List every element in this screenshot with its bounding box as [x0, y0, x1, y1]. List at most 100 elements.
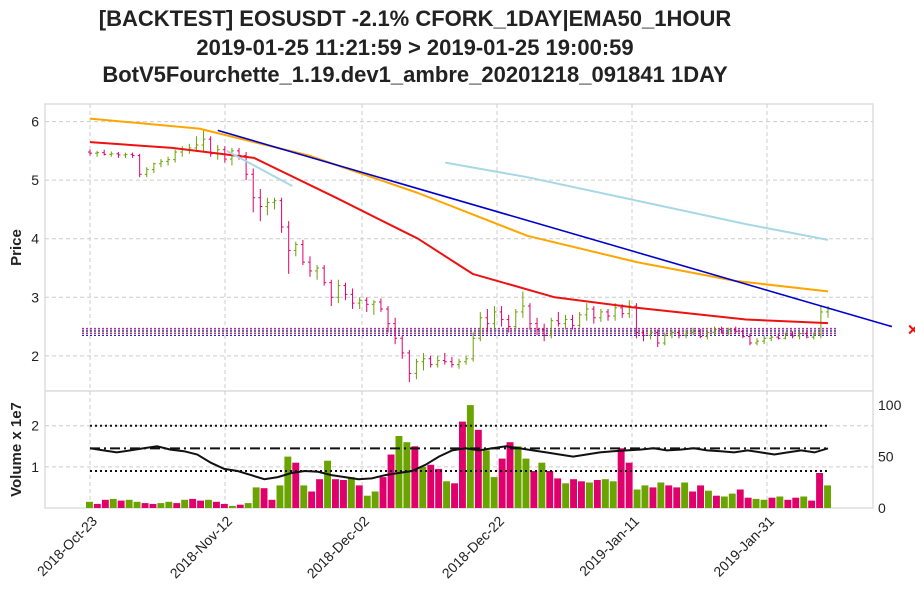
- volume-bar: [141, 503, 149, 508]
- x-tick-label: 2019-Jan-31: [710, 513, 777, 580]
- volume-bar: [689, 491, 696, 508]
- volume-bar: [86, 501, 93, 508]
- volume-bar: [800, 496, 808, 508]
- x-tick-label: 2019-Jan-11: [576, 513, 642, 579]
- volume-bar: [681, 482, 689, 508]
- volume-bar: [276, 485, 284, 508]
- volume-bar: [625, 462, 633, 508]
- volume-bar: [451, 483, 458, 508]
- volume-bar: [340, 480, 347, 508]
- chart-title-line-2: 2019-01-25 11:21:59 > 2019-01-25 19:00:5…: [196, 35, 634, 60]
- volume-bar: [284, 456, 292, 508]
- volume-y-tick-label: 1: [31, 459, 39, 475]
- volume-bar: [252, 487, 260, 508]
- volume-bar: [728, 493, 736, 508]
- volume-bar: [387, 454, 395, 508]
- volume-bar: [268, 499, 276, 508]
- volume-right-tick-label: 50: [878, 449, 894, 465]
- volume-bar: [466, 405, 474, 508]
- price-y-tick-label: 6: [31, 114, 39, 130]
- volume-bar: [228, 505, 236, 508]
- price-y-tick-label: 4: [31, 231, 39, 247]
- volume-bar: [474, 429, 482, 508]
- price-y-axis-label: Price: [8, 229, 25, 266]
- volume-bar: [736, 489, 744, 508]
- x-axis: 2018-Oct-23 2018-Nov-12 2018-Dec-02 2018-De…: [34, 513, 777, 582]
- volume-bar: [649, 487, 657, 508]
- volume-bar: [236, 504, 244, 508]
- volume-bar: [324, 460, 331, 508]
- volume-bar: [355, 485, 363, 508]
- volume-bar: [292, 462, 300, 508]
- volume-bar: [220, 503, 228, 508]
- volume-bar: [300, 485, 308, 508]
- volume-panel: 1 2 Volume x 1e7 0 50 100: [8, 390, 902, 516]
- volume-bar: [260, 488, 268, 508]
- volume-bar: [363, 495, 371, 508]
- volume-bar: [332, 479, 339, 508]
- volume-bar: [181, 499, 189, 508]
- x-tick-label: 2018-Nov-12: [167, 513, 236, 582]
- ema-lightblue-right-line: [445, 161, 829, 241]
- volume-bar: [101, 499, 109, 508]
- volume-bar: [347, 477, 355, 508]
- volume-bar: [244, 503, 252, 508]
- volume-bar: [776, 496, 784, 508]
- volume-bar: [633, 489, 641, 508]
- volume-bar: [403, 442, 411, 508]
- volume-bar: [593, 480, 601, 508]
- volume-bar: [443, 481, 450, 509]
- volume-bar: [165, 501, 173, 508]
- volume-bar: [197, 500, 204, 508]
- ema-orange-line: [89, 117, 829, 293]
- x-tick-label: 2018-Oct-23: [34, 513, 100, 579]
- x-tick-label: 2018-Dec-02: [304, 513, 373, 582]
- volume-bar: [506, 442, 514, 508]
- volume-bar: [427, 464, 435, 508]
- volume-bar: [673, 487, 681, 508]
- volume-bar: [459, 421, 466, 508]
- volume-bar: [570, 479, 577, 508]
- ema-lightblue-left-line: [226, 150, 293, 187]
- volume-bar: [586, 482, 593, 508]
- volume-bar: [554, 478, 562, 508]
- volume-bar: [816, 473, 823, 508]
- volume-bar: [316, 479, 323, 508]
- volume-bar: [697, 485, 704, 508]
- ema-red-line: [89, 141, 829, 325]
- volume-bar: [125, 499, 133, 508]
- volume-bar: [482, 450, 490, 508]
- volume-bar: [514, 446, 522, 508]
- volume-bar: [720, 496, 728, 508]
- volume-bar: [808, 500, 816, 508]
- volume-moving-average-line: [89, 445, 829, 481]
- chart-title-line-3: BotV5Fourchette_1.19.dev1_ambre_20201218…: [102, 62, 728, 87]
- volume-bar: [601, 479, 609, 508]
- volume-right-tick-label: 0: [878, 500, 886, 516]
- volume-bar: [117, 500, 125, 508]
- trade-marker-stroke-b: [908, 326, 915, 335]
- trend-line: [217, 129, 893, 328]
- volume-bar: [419, 466, 427, 508]
- volume-bar: [189, 498, 197, 508]
- volume-bar: [109, 498, 117, 508]
- volume-bar: [173, 503, 181, 508]
- price-plot-area: [44, 103, 874, 392]
- volume-bar: [617, 448, 625, 508]
- volume-right-tick-label: 100: [878, 397, 902, 413]
- volume-bar: [713, 495, 720, 508]
- price-y-tick-label: 3: [31, 289, 39, 305]
- volume-bar: [498, 458, 506, 508]
- volume-bar: [562, 483, 570, 508]
- volume-bar: [149, 503, 157, 508]
- volume-bar: [824, 485, 831, 508]
- volume-bar: [205, 499, 212, 508]
- price-y-tick-label: 5: [31, 172, 39, 188]
- volume-bar: [609, 481, 617, 509]
- volume-bar: [522, 458, 530, 508]
- volume-bar: [760, 499, 768, 508]
- x-tick-label: 2018-Dec-22: [439, 513, 508, 582]
- volume-bar: [657, 482, 665, 508]
- volume-bar: [538, 462, 546, 508]
